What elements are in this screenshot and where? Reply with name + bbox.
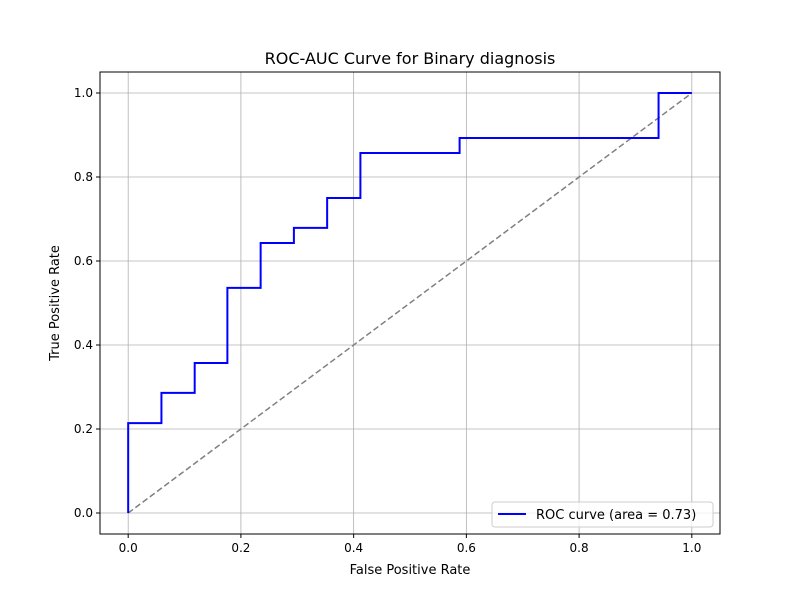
legend-box: [491, 501, 714, 528]
y-axis-label: True Positive Rate: [48, 245, 63, 362]
x-tick-label: 0.6: [457, 541, 476, 555]
roc-curve-line: [127, 92, 692, 513]
y-tick-label: 0.2: [74, 422, 93, 436]
series-lines: [127, 92, 693, 514]
x-axis-label: False Positive Rate: [350, 563, 471, 578]
x-tick-label: 1.0: [682, 541, 701, 555]
y-tick-label: 1.0: [74, 86, 93, 100]
y-tick-label: 0.0: [74, 506, 93, 520]
x-tick-label: 0.4: [344, 541, 363, 555]
x-tick-label: 0.2: [231, 541, 250, 555]
legend: ROC curve (area = 0.73): [491, 501, 714, 528]
y-tick-label: 0.6: [74, 254, 93, 268]
chart-title: ROC-AUC Curve for Binary diagnosis: [265, 49, 556, 68]
ticks: 0.0 0.2 0.4 0.6 0.8 1.0 0.0 0.2 0.4 0.6 0.8 1.0: [74, 86, 701, 555]
x-tick-label: 0.8: [570, 541, 589, 555]
x-tick-label: 0.0: [119, 541, 138, 555]
chance-diagonal-line: [127, 92, 693, 514]
y-tick-label: 0.8: [74, 170, 93, 184]
plot-frame: [99, 71, 721, 535]
grid: [100, 72, 720, 534]
y-tick-label: 0.4: [74, 338, 93, 352]
legend-label: ROC curve (area = 0.73): [536, 508, 696, 523]
